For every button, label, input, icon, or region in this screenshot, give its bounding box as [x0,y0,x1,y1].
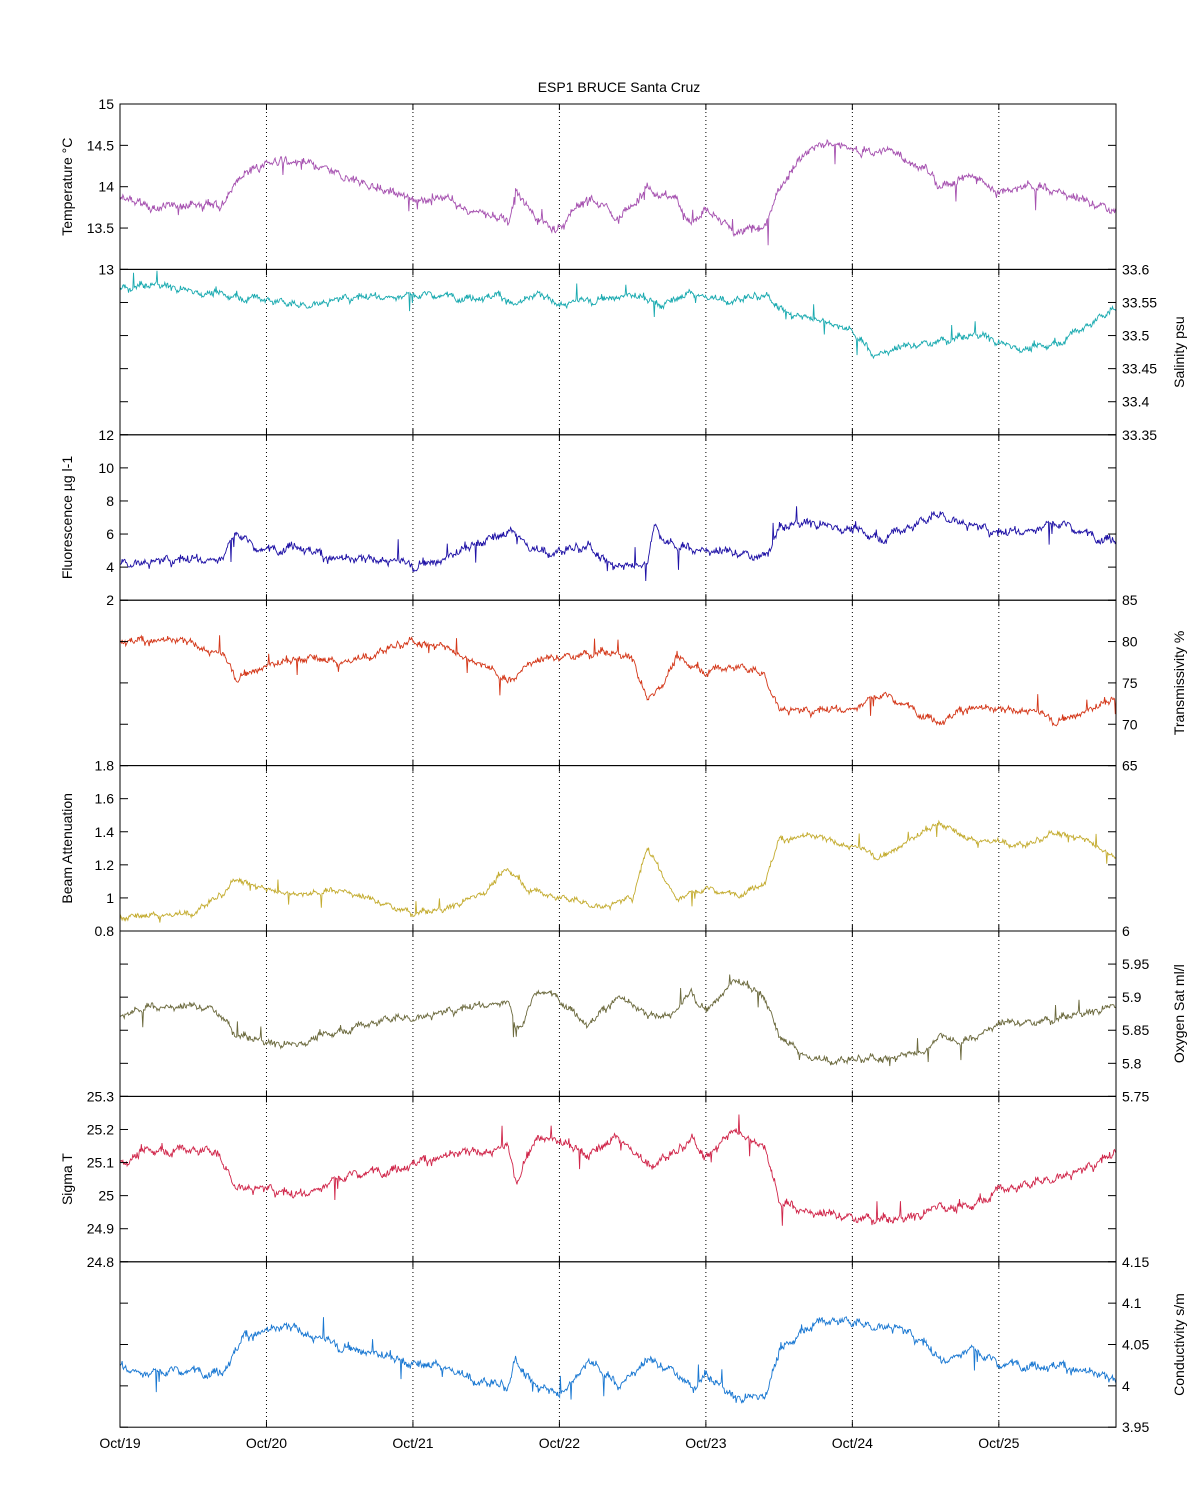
y-tick-label: 33.45 [1122,361,1157,377]
y-tick-label: 3.95 [1122,1419,1149,1435]
y-tick-label: 4 [106,559,114,575]
y-tick-label: 1.8 [95,758,115,774]
y-tick-label: 4.05 [1122,1337,1149,1353]
grid-layer [265,104,1000,1428]
y-tick-label: 33.5 [1122,328,1149,344]
y-tick-label: 80 [1122,634,1138,650]
y-tick-label: 25 [98,1188,114,1204]
y-axis-label: Beam Attenuation [59,793,75,904]
y-axis-label: Salinity psu [1171,316,1187,388]
y-tick-label: 5.85 [1122,1022,1149,1038]
y-tick-label: 2 [106,592,114,608]
x-tick-label: Oct/19 [99,1435,140,1451]
y-tick-label: 10 [98,460,114,476]
series-line [119,270,1117,360]
y-tick-label: 13 [98,261,114,277]
y-tick-label: 5.8 [1122,1055,1142,1071]
y-tick-label: 25.3 [87,1088,114,1104]
y-tick-label: 70 [1122,716,1138,732]
y-tick-label: 6 [106,526,114,542]
x-tick-label: Oct/25 [978,1435,1019,1451]
frame-layer [119,103,1117,1428]
y-tick-label: 25.2 [87,1121,114,1137]
y-tick-label: 5.75 [1122,1088,1149,1104]
series-line [119,1316,1117,1404]
x-tick-layer: Oct/19 Oct/20 Oct/21 Oct/22 Oct/23 Oct/24 Oct/… [99,1435,1019,1451]
series-line [119,974,1117,1067]
y-tick-label: 14.5 [87,137,114,153]
y-tick-label: 33.55 [1122,294,1157,310]
x-tick-label: Oct/24 [832,1435,873,1451]
x-tick-label: Oct/21 [392,1435,433,1451]
y-axis-label: Sigma T [59,1153,75,1205]
y-tick-label: 1.6 [95,791,115,807]
series-line [119,138,1117,246]
y-axis-label: Oxygen Sat ml/l [1171,964,1187,1063]
y-tick-label: 6 [1122,923,1130,939]
y-tick-label: 1 [106,890,114,906]
y-tick-label: 14 [98,179,114,195]
y-tick-label: 25.1 [87,1155,114,1171]
series-layer [119,138,1117,1404]
y-tick-label: 15 [98,96,114,112]
series-line [119,634,1117,727]
y-axis-label: Fluorescence µg l-1 [59,456,75,579]
y-tick-label: 85 [1122,592,1138,608]
y-tick-label: 4.15 [1122,1254,1149,1270]
y-tick-label: 1.2 [95,857,115,873]
y-tick-label: 33.35 [1122,427,1157,443]
y-tick-label: 33.6 [1122,261,1149,277]
x-tick-label: Oct/23 [685,1435,726,1451]
y-axis-label: Temperature °C [59,138,75,236]
y-tick-layer: 1313.51414.51533.3533.433.4533.533.5533.… [87,96,1157,1435]
chart-title: ESP1 BRUCE Santa Cruz [538,79,701,95]
y-tick-label: 65 [1122,758,1138,774]
y-tick-label: 33.4 [1122,394,1149,410]
y-tick-label: 13.5 [87,220,114,236]
x-tick-label: Oct/22 [539,1435,580,1451]
y-tick-label: 8 [106,493,114,509]
y-tick-label: 12 [98,427,114,443]
x-tick-label: Oct/20 [246,1435,287,1451]
y-tick-label: 24.8 [87,1254,114,1270]
axis-label-layer: Temperature °C Salinity psu Fluorescence µ… [59,138,1187,1396]
y-axis-label: Conductivity s/m [1171,1293,1187,1396]
y-tick-label: 1.4 [95,824,115,840]
y-tick-label: 24.9 [87,1221,114,1237]
y-tick-label: 4.1 [1122,1295,1142,1311]
y-tick-label: 5.95 [1122,956,1149,972]
y-tick-label: 4 [1122,1378,1130,1394]
y-tick-label: 0.8 [95,923,115,939]
series-line [119,1114,1117,1226]
y-tick-label: 5.9 [1122,989,1142,1005]
y-tick-label: 75 [1122,675,1138,691]
y-axis-label: Transmissivity % [1171,631,1187,736]
series-line [119,506,1117,582]
series-line [119,819,1117,923]
